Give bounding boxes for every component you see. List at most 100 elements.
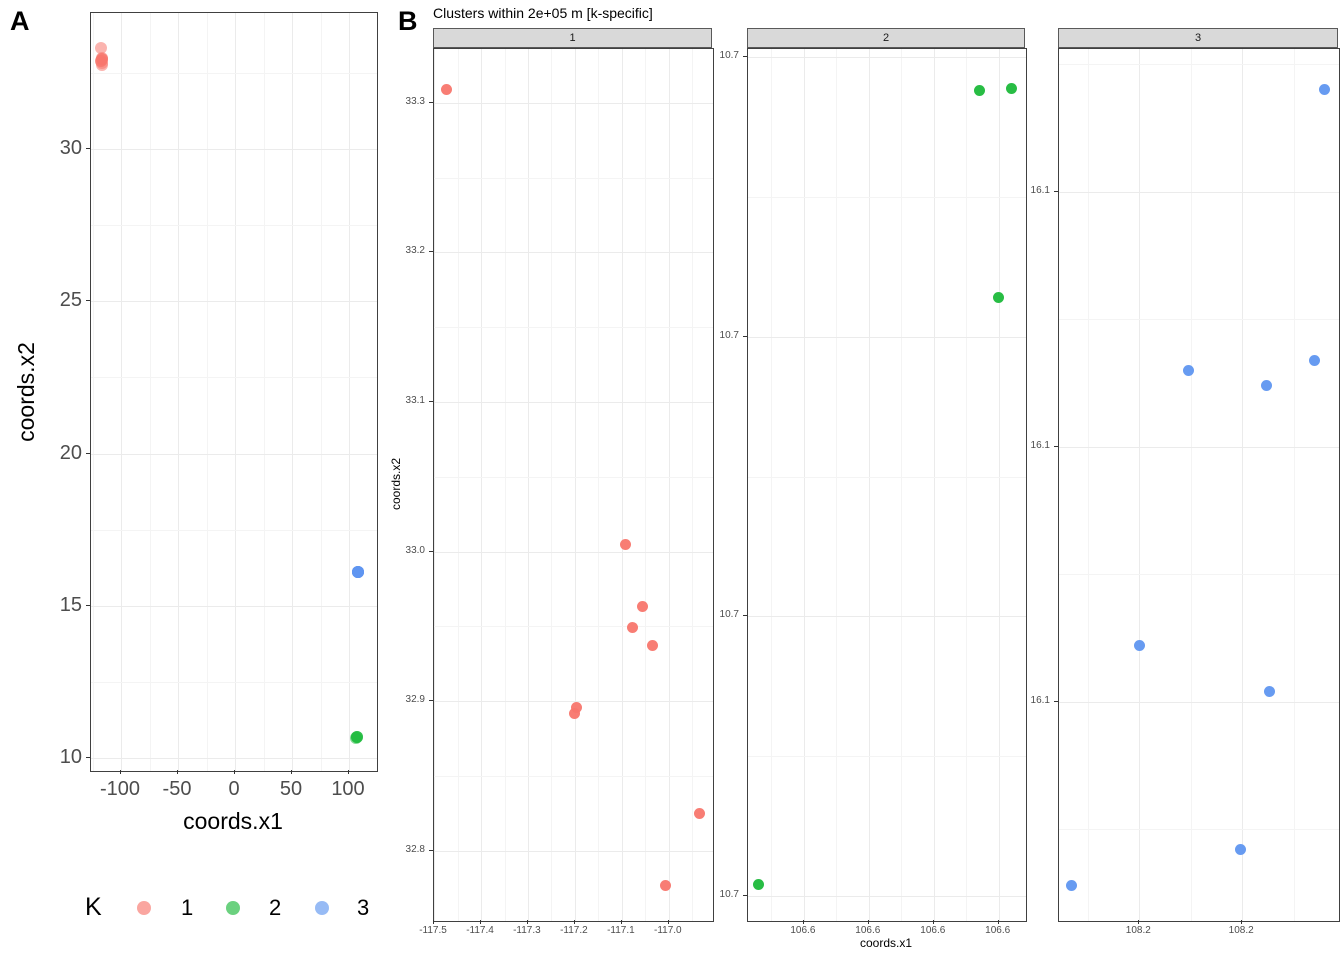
data-point: [569, 707, 581, 719]
gridline: [1059, 574, 1339, 576]
x-tick-label: 106.6: [790, 925, 816, 936]
data-point: [1319, 84, 1331, 96]
gridline: [998, 49, 1000, 921]
gridline: [1059, 319, 1339, 321]
x-tick-label: 108.2: [1228, 925, 1254, 936]
y-tick-label: 16.1: [1030, 694, 1050, 706]
x-tick-mark: [932, 920, 934, 924]
y-tick-mark: [429, 401, 433, 402]
gridline: [91, 73, 377, 74]
data-point: [440, 83, 452, 95]
panel-b-label: B: [398, 6, 418, 36]
gridline: [1059, 701, 1339, 703]
y-tick-label: 25: [59, 289, 82, 312]
x-tick-label: 106.6: [920, 925, 946, 936]
y-tick-mark: [429, 700, 433, 702]
gridline: [933, 49, 935, 921]
gridline: [121, 13, 122, 771]
gridline: [748, 895, 1026, 897]
data-point: [693, 807, 705, 819]
panel-b-x-axis-title: coords.x1: [859, 936, 913, 950]
gridline: [434, 102, 713, 104]
gridline: [92, 13, 94, 771]
gridline: [748, 756, 1026, 758]
x-tick-label: 106.6: [985, 925, 1011, 936]
legend-key-1-icon: [137, 901, 151, 915]
gridline: [748, 336, 1026, 338]
legend-label-2: 2: [269, 895, 282, 920]
gridline: [434, 49, 435, 921]
y-tick-label: 33.0: [405, 544, 425, 556]
y-tick-mark: [86, 604, 90, 606]
y-tick-label: 16.1: [1030, 184, 1050, 196]
data-point: [1183, 364, 1195, 376]
gridline: [1059, 829, 1339, 831]
gridline: [1190, 49, 1192, 921]
gridline: [504, 49, 506, 921]
gridline: [292, 13, 293, 771]
x-tick-mark: [120, 770, 121, 774]
data-point: [627, 622, 639, 634]
y-tick-label: 15: [59, 593, 82, 616]
gridline: [263, 13, 265, 771]
x-tick-mark: [802, 920, 804, 924]
data-point: [1065, 879, 1077, 891]
x-tick-label: -50: [162, 778, 192, 800]
x-tick-label: -117.2: [560, 925, 588, 936]
y-tick-label: 33.1: [405, 395, 425, 406]
y-tick-mark: [1054, 190, 1058, 192]
data-point: [352, 566, 365, 579]
gridline: [748, 476, 1026, 478]
x-tick-label: -100: [99, 778, 141, 800]
y-tick-label: 10.7: [719, 609, 739, 621]
y-tick-mark: [743, 335, 747, 337]
facet-panel-2: [747, 48, 1027, 922]
data-point: [571, 701, 583, 713]
gridline: [91, 529, 377, 531]
gridline: [621, 49, 623, 921]
gridline: [1293, 49, 1295, 921]
y-tick-label: 32.9: [405, 694, 425, 706]
data-point: [973, 85, 985, 97]
data-point: [1261, 380, 1273, 392]
x-tick-mark: [526, 920, 528, 924]
gridline: [434, 775, 713, 777]
data-point: [1234, 844, 1246, 856]
x-tick-label: -117.1: [607, 925, 635, 936]
gridline: [692, 49, 694, 921]
x-tick-mark: [573, 920, 575, 924]
x-tick-mark: [348, 770, 349, 774]
x-tick-label: -117.3: [513, 925, 541, 936]
panel-a-x-axis-title: coords.x1: [183, 808, 283, 834]
y-tick-label: 10.7: [719, 329, 739, 341]
facet-strip-2: 2: [747, 28, 1025, 48]
x-tick-label: -117.4: [466, 925, 494, 936]
gridline: [598, 49, 600, 921]
gridline: [434, 626, 713, 628]
gridline: [457, 49, 459, 921]
data-point: [1133, 640, 1145, 652]
y-tick-label: 10.7: [719, 50, 739, 62]
x-tick-label: 0: [228, 778, 240, 800]
facet-strip-1: 1: [433, 28, 712, 48]
panel-b-title: Clusters within 2e+05 m [k-specific]: [433, 5, 653, 21]
gridline: [434, 327, 713, 329]
gridline: [1059, 64, 1339, 66]
y-tick-mark: [743, 56, 747, 58]
facet-panel-3: [1058, 48, 1340, 922]
gridline: [481, 49, 482, 921]
data-point: [1006, 82, 1018, 94]
x-tick-mark: [620, 920, 622, 924]
gridline: [1242, 49, 1244, 921]
x-tick-mark: [291, 770, 292, 774]
data-point: [646, 640, 658, 652]
gridline: [527, 49, 529, 921]
x-tick-label: 100: [331, 778, 365, 800]
gridline: [551, 49, 553, 921]
gridline: [771, 49, 773, 921]
x-tick-mark: [480, 920, 481, 924]
data-point: [95, 42, 108, 55]
data-point: [1308, 354, 1320, 366]
gridline: [748, 197, 1026, 199]
